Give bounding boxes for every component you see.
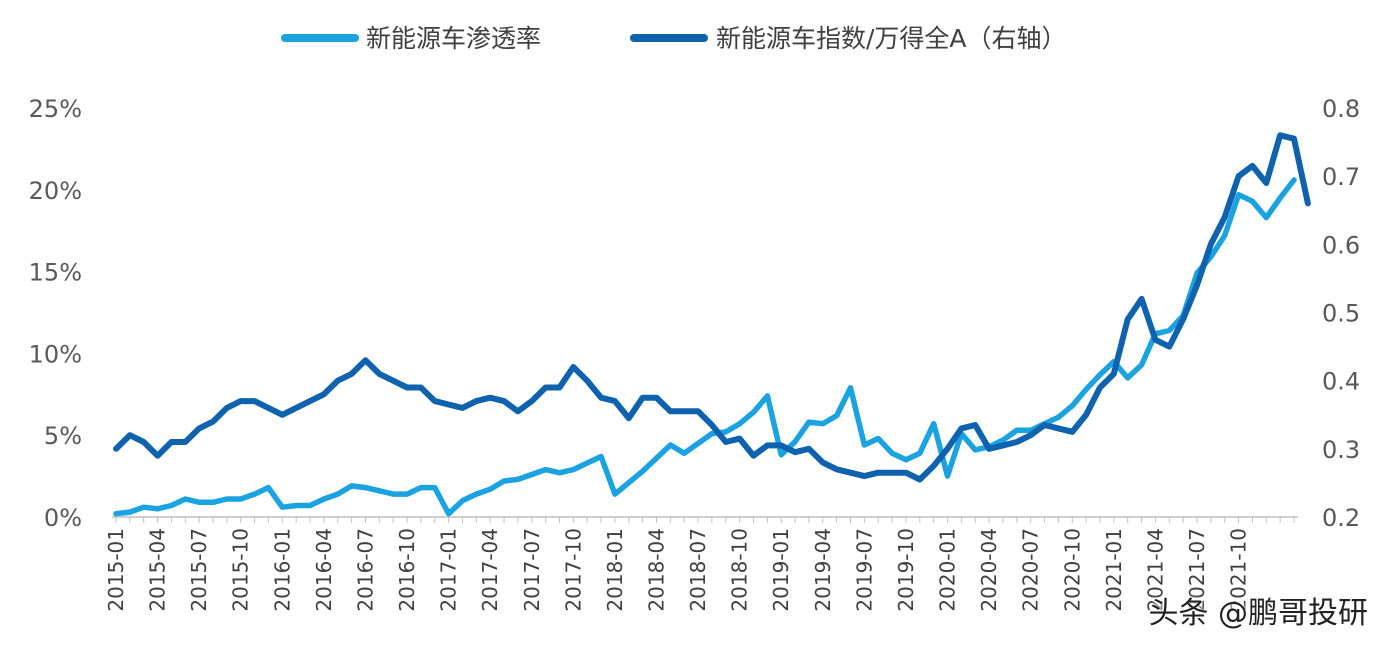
left-tick-label: 10% — [29, 340, 82, 368]
left-tick-label: 20% — [29, 177, 82, 205]
x-tick-label: 2015-07 — [187, 528, 211, 612]
left-tick-label: 25% — [29, 95, 82, 123]
x-tick-label: 2016-07 — [353, 528, 377, 612]
x-tick-label: 2020-04 — [977, 528, 1001, 612]
x-tick-label: 2020-07 — [1019, 528, 1043, 612]
x-tick-label: 2015-10 — [229, 528, 253, 612]
x-tick-label: 2016-04 — [312, 528, 336, 612]
x-tick-label: 2015-04 — [146, 528, 170, 612]
x-tick-label: 2016-01 — [270, 528, 294, 612]
x-tick-label: 2021-07 — [1185, 528, 1209, 612]
x-tick-label: 2019-07 — [852, 528, 876, 612]
x-tick-label: 2015-01 — [104, 528, 128, 612]
x-tick-label: 2021-01 — [1102, 528, 1126, 612]
series-line-penetration — [113, 177, 1297, 517]
x-tick-label: 2021-04 — [1143, 528, 1167, 612]
series-lines — [113, 132, 1311, 517]
x-axis-ticks: 2015-01 2015-04 2015-07 2015-10 2016-01 2016-… — [104, 528, 1251, 612]
left-tick-label: 15% — [29, 259, 82, 287]
legend-label: 新能源车指数/万得全A（右轴） — [716, 24, 1067, 53]
x-tick-label: 2017-01 — [437, 528, 461, 612]
right-tick-label: 0.3 — [1322, 436, 1360, 464]
x-tick-label: 2018-07 — [686, 528, 710, 612]
left-tick-label: 0% — [44, 504, 82, 532]
x-tick-label: 2021-10 — [1227, 528, 1251, 612]
x-tick-label: 2019-10 — [894, 528, 918, 612]
x-tick-label: 2020-10 — [1060, 528, 1084, 612]
x-tick-label: 2017-10 — [561, 528, 585, 612]
right-tick-label: 0.8 — [1322, 95, 1360, 123]
x-tick-label: 2018-01 — [603, 528, 627, 612]
right-tick-label: 0.5 — [1322, 300, 1360, 328]
right-tick-label: 0.6 — [1322, 231, 1360, 259]
right-tick-label: 0.7 — [1322, 163, 1360, 191]
right-tick-label: 0.4 — [1322, 368, 1360, 396]
x-tick-label: 2017-04 — [478, 528, 502, 612]
left-axis-ticks: 0% 5% 10% 15% 20% 25% — [29, 95, 82, 532]
x-tick-label: 2018-10 — [728, 528, 752, 612]
x-tick-label: 2018-04 — [644, 528, 668, 612]
series-line-index-ratio — [113, 132, 1311, 483]
x-tick-label: 2019-04 — [811, 528, 835, 612]
x-tick-label: 2016-10 — [395, 528, 419, 612]
watermark: 头条 @鹏哥投研 — [1148, 596, 1368, 631]
legend-label: 新能源车渗透率 — [366, 24, 541, 53]
right-tick-label: 0.2 — [1322, 504, 1360, 532]
right-axis-ticks: 0.2 0.3 0.4 0.5 0.6 0.7 0.8 — [1322, 95, 1360, 532]
legend: 新能源车渗透率 新能源车指数/万得全A（右轴） — [281, 24, 1067, 53]
x-tick-label: 2019-01 — [769, 528, 793, 612]
x-tick-label: 2017-07 — [520, 528, 544, 612]
axes — [112, 516, 1298, 523]
left-tick-label: 5% — [44, 422, 82, 450]
x-tick-label: 2020-01 — [936, 528, 960, 612]
